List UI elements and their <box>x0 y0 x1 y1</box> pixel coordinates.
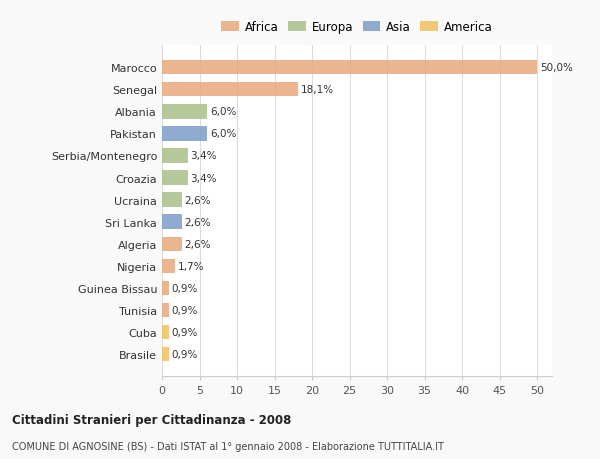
Text: 2,6%: 2,6% <box>185 239 211 249</box>
Text: 0,9%: 0,9% <box>172 349 198 359</box>
Text: 18,1%: 18,1% <box>301 85 334 95</box>
Bar <box>162 303 169 317</box>
Text: 2,6%: 2,6% <box>185 195 211 205</box>
Text: 3,4%: 3,4% <box>191 151 217 161</box>
Text: 1,7%: 1,7% <box>178 261 204 271</box>
Bar <box>162 193 182 207</box>
Text: 2,6%: 2,6% <box>185 217 211 227</box>
Bar <box>162 347 169 361</box>
Bar <box>162 105 207 119</box>
Legend: Africa, Europa, Asia, America: Africa, Europa, Asia, America <box>219 19 495 36</box>
Text: 6,0%: 6,0% <box>210 129 236 139</box>
Bar <box>162 149 187 163</box>
Bar <box>162 259 175 273</box>
Text: 50,0%: 50,0% <box>540 63 573 73</box>
Text: Cittadini Stranieri per Cittadinanza - 2008: Cittadini Stranieri per Cittadinanza - 2… <box>12 413 292 426</box>
Bar <box>162 237 182 252</box>
Bar <box>162 325 169 339</box>
Bar <box>162 215 182 230</box>
Bar <box>162 83 298 97</box>
Text: COMUNE DI AGNOSINE (BS) - Dati ISTAT al 1° gennaio 2008 - Elaborazione TUTTITALI: COMUNE DI AGNOSINE (BS) - Dati ISTAT al … <box>12 441 444 451</box>
Bar <box>162 171 187 185</box>
Text: 0,9%: 0,9% <box>172 305 198 315</box>
Text: 0,9%: 0,9% <box>172 327 198 337</box>
Text: 3,4%: 3,4% <box>191 173 217 183</box>
Text: 6,0%: 6,0% <box>210 107 236 117</box>
Bar <box>162 61 537 75</box>
Text: 0,9%: 0,9% <box>172 283 198 293</box>
Bar <box>162 281 169 295</box>
Bar <box>162 127 207 141</box>
